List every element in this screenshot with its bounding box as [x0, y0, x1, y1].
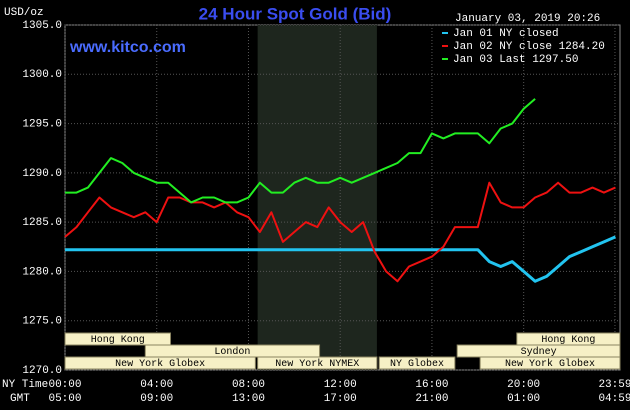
y-tick-label: 1290.0 — [22, 168, 62, 180]
gmt-tick-label: 17:00 — [324, 393, 357, 405]
y-tick-label: 1295.0 — [22, 118, 62, 130]
x-tick-label: 00:00 — [48, 379, 81, 391]
y-tick-label: 1280.0 — [22, 266, 62, 278]
gmt-tick-label: 05:00 — [48, 393, 81, 405]
session-bar — [64, 332, 171, 346]
session-label: Hong Kong — [91, 335, 145, 346]
series-line — [64, 181, 616, 283]
x-tick-label: 16:00 — [415, 379, 448, 391]
session-label: Sydney — [521, 346, 557, 358]
session-bar — [479, 356, 621, 370]
x-tick-label: 04:00 — [140, 379, 173, 391]
session-label: London — [214, 346, 250, 358]
y-axis-label: USD/oz — [4, 7, 44, 19]
series-line — [65, 98, 536, 204]
gmt-tick-label: 21:00 — [415, 393, 448, 405]
session-bar — [64, 356, 256, 370]
y-tick-label: 1275.0 — [22, 316, 62, 328]
gmt-tick-label: 09:00 — [140, 393, 173, 405]
session-label: New York Globex — [505, 358, 595, 370]
session-label: Hong Kong — [541, 335, 595, 346]
timestamp: January 03, 2019 20:26 — [455, 13, 600, 25]
x-tick-label: 08:00 — [232, 379, 265, 391]
legend-label: Jan 01 NY closed — [453, 28, 559, 40]
y-tick-label: 1305.0 — [22, 20, 62, 32]
gmt-tick-label: 01:00 — [507, 393, 540, 405]
session-bar — [257, 356, 378, 370]
x-tick-label: 23:59 — [598, 379, 630, 391]
y-tick-label: 1285.0 — [22, 217, 62, 229]
series-line — [65, 235, 616, 283]
x-row-label: GMT — [10, 393, 30, 405]
x-tick-label: 12:00 — [324, 379, 357, 391]
legend-label: Jan 02 NY close 1284.20 — [453, 41, 605, 53]
x-tick-label: 20:00 — [507, 379, 540, 391]
session-label: NY Globex — [390, 358, 444, 370]
session-bar — [378, 356, 456, 370]
y-tick-label: 1270.0 — [22, 365, 62, 377]
session-label: New York NYMEX — [275, 358, 359, 370]
y-tick-label: 1300.0 — [22, 69, 62, 81]
x-row-label: NY Time — [2, 379, 48, 391]
session-label: New York Globex — [115, 358, 205, 370]
legend-label: Jan 03 Last 1297.50 — [453, 54, 578, 66]
website: www.kitco.com — [69, 39, 186, 56]
chart-title: 24 Hour Spot Gold (Bid) — [199, 4, 392, 23]
gmt-tick-label: 04:59 — [598, 393, 630, 405]
gmt-tick-label: 13:00 — [232, 393, 265, 405]
highlight-region — [257, 25, 377, 370]
